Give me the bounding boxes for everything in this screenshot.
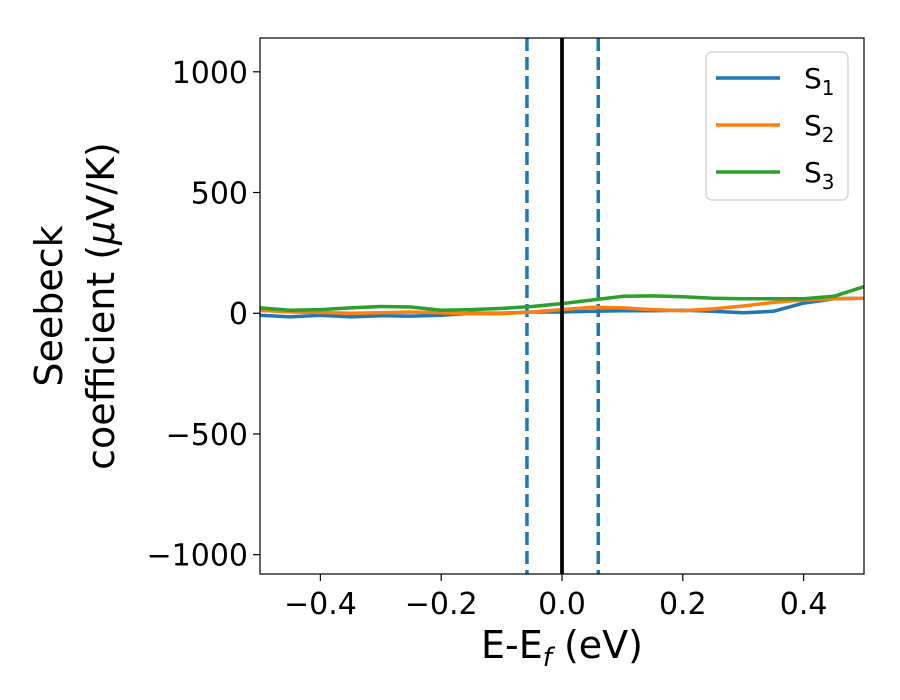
x-tick-label: 0.4 xyxy=(780,587,828,622)
y-tick-label: 1000 xyxy=(172,56,248,91)
y-axis-ticks: −1000 −500 0 500 1000 xyxy=(147,56,260,574)
x-axis-title: E-Ef (eV) xyxy=(481,623,643,673)
y-axis-title: Seebeck coefficient (μV/K) xyxy=(27,142,123,470)
y-tick-label: 500 xyxy=(191,177,248,212)
y-axis-title-line2: coefficient (μV/K) xyxy=(79,142,123,470)
y-tick-label: 0 xyxy=(229,297,248,332)
legend: S1 S2 S3 xyxy=(705,51,849,201)
y-tick-label: −500 xyxy=(166,418,248,453)
x-tick-label: 0.0 xyxy=(538,587,586,622)
x-tick-label: 0.2 xyxy=(659,587,707,622)
series-lines xyxy=(260,38,864,574)
y-tick-label: −1000 xyxy=(147,539,248,574)
y-axis-title-line1: Seebeck xyxy=(27,225,71,386)
x-tick-label: −0.2 xyxy=(405,587,478,622)
legend-label-s1: S1 xyxy=(804,62,835,100)
legend-label-s2: S2 xyxy=(804,109,835,147)
legend-label-s3: S3 xyxy=(804,156,835,194)
x-axis-ticks: −0.4 −0.2 0.0 0.2 0.4 xyxy=(284,574,827,622)
x-tick-label: −0.4 xyxy=(284,587,357,622)
